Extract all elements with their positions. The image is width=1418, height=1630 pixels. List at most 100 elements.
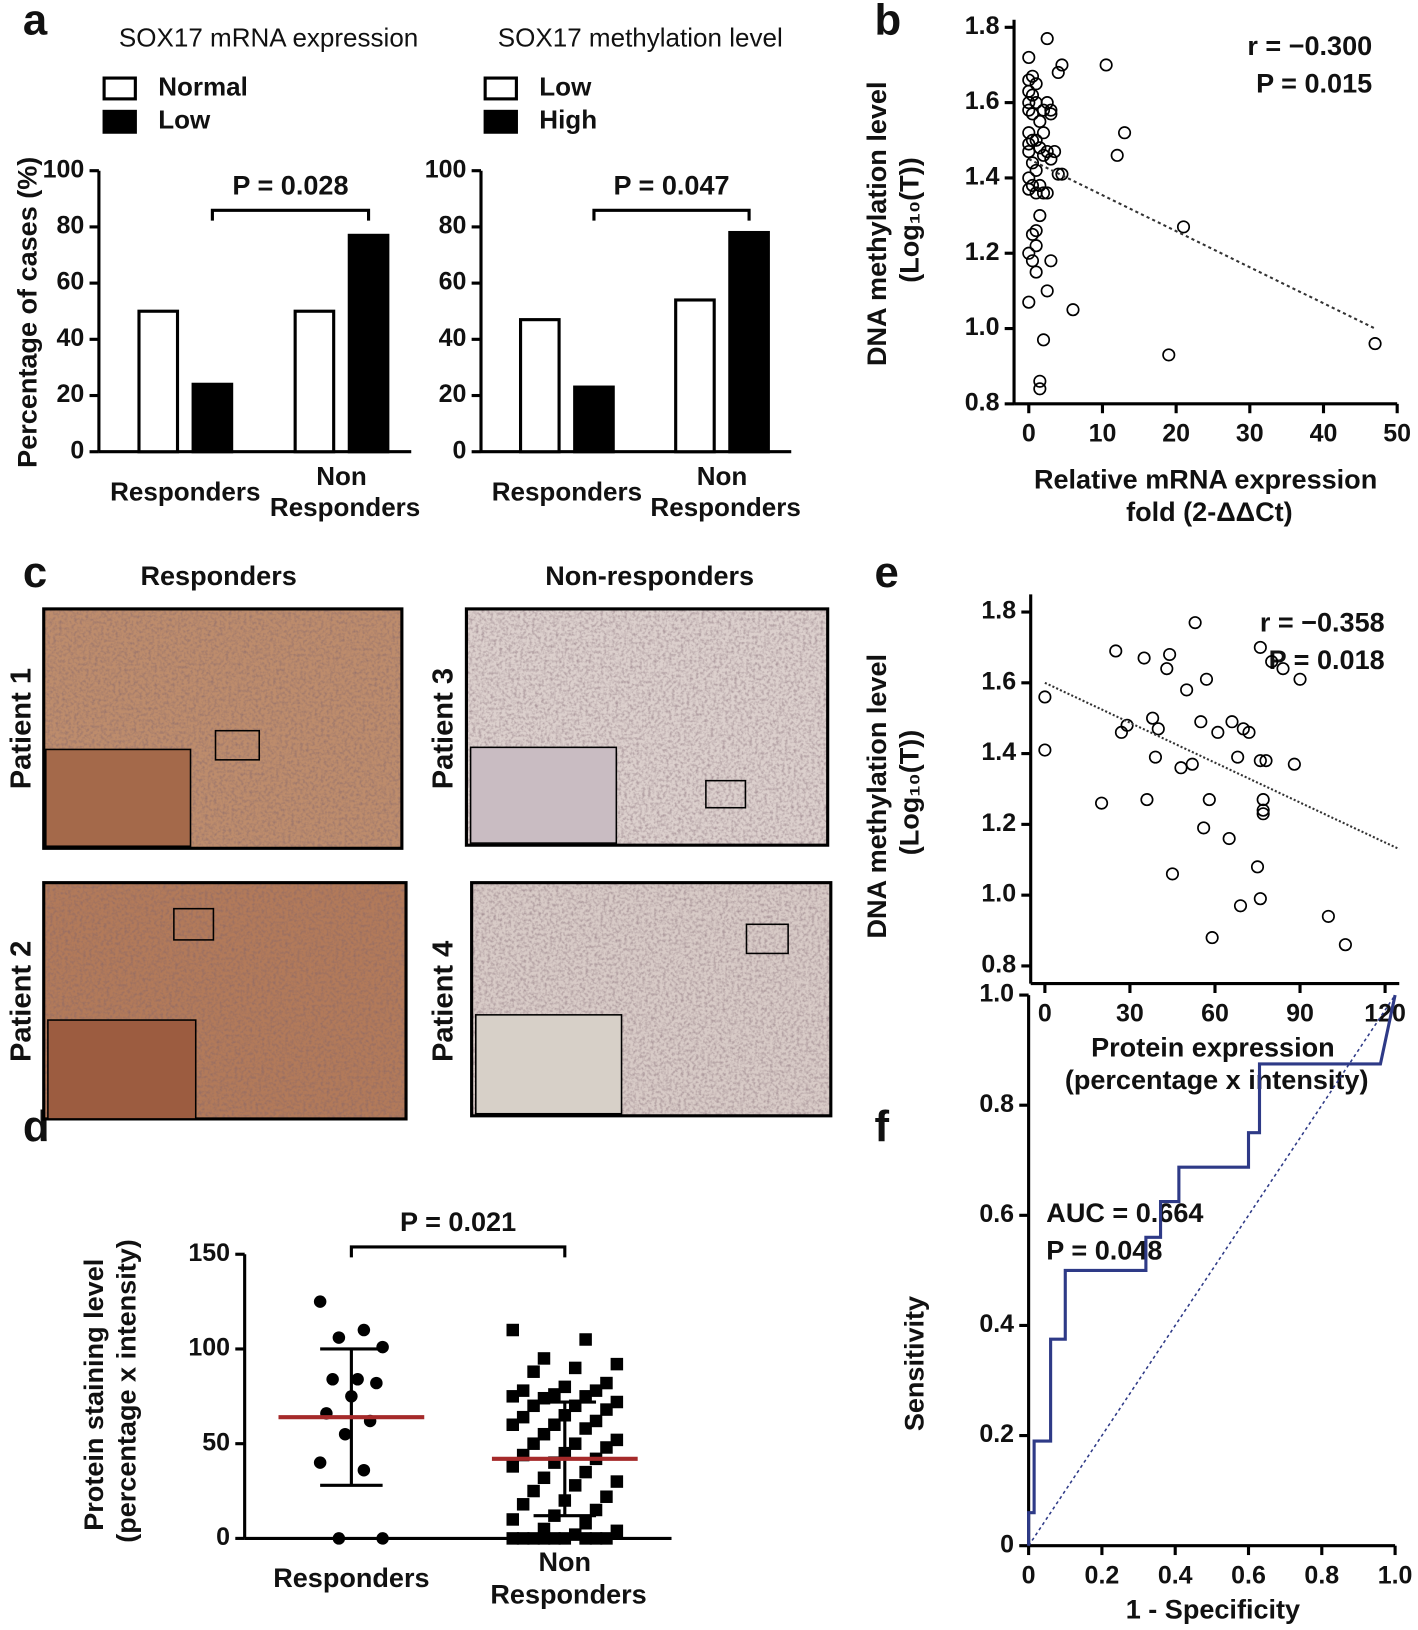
bar [191,382,234,454]
data-point [537,1532,551,1545]
data-point [326,1373,339,1386]
scatter-point [1253,754,1267,768]
annotation: P = 0.015 [1256,68,1372,98]
text-line: Protein expression [1091,1033,1335,1063]
y-tick-label: 1.8 [965,12,1000,40]
trend-line [1028,158,1376,330]
y-tick-label: 0.8 [965,388,1000,416]
annotation: P = 0.021 [400,1207,516,1237]
zoom-inset [47,1019,197,1120]
x-tick-label: 40 [1310,420,1338,448]
scatter-point [1022,145,1036,159]
data-point [589,1414,603,1428]
annotation: P = 0.048 [1046,1235,1162,1265]
scatter-point [1194,715,1208,729]
text-line: Non [697,461,748,491]
scatter-point [1029,224,1043,238]
scatter-point [1321,909,1335,923]
y-tick-label: 100 [425,155,467,183]
legend-label: Normal [158,71,248,101]
scatter-point [1197,821,1211,835]
y-tick-label: 50 [202,1428,230,1456]
scatter-point [1174,761,1188,775]
text-line: fold (2-ΔΔCt) [1119,497,1293,527]
x-tick-label: Responders [110,476,260,506]
scatter-point [1233,899,1248,913]
y-tick-label: 60 [57,268,85,296]
scatter-point [1029,77,1043,91]
annotation: P = 0.047 [613,170,729,200]
scatter-point [1276,662,1290,676]
data-point [506,1418,519,1431]
data-point [313,1456,327,1469]
data-point [568,1528,582,1541]
data-point [610,1357,624,1371]
data-point [548,1388,561,1401]
panel-label: f [875,1102,890,1151]
text-line: Relative mRNA expression [1034,464,1377,494]
scatter-point [1225,715,1239,729]
data-point [506,1323,519,1337]
patient-label: Patient 4 [427,940,459,1062]
data-point [600,1403,613,1416]
data-point [376,1532,389,1545]
y-tick-label: 100 [43,155,85,183]
annotation: P = 0.018 [1269,645,1385,675]
scatter-point [1109,644,1123,658]
data-point [548,1418,561,1431]
scatter-point [1146,711,1160,725]
data-point [537,1471,551,1485]
x-axis-label: 1 - Specificity [1126,1594,1300,1624]
y-tick-label: 150 [188,1239,230,1267]
data-point [516,1498,530,1511]
scatter-point [1256,803,1270,817]
scatter-point [1029,265,1043,279]
trend-line [1044,681,1400,851]
data-point [558,1532,572,1545]
data-point [568,1361,582,1375]
scatter-point [1022,50,1036,64]
scatter-point [1033,178,1047,193]
data-point [376,1340,389,1354]
y-tick-label: 0.6 [979,1200,1014,1228]
text-line: Responders [110,476,260,506]
zoom-region [745,923,789,955]
data-point [516,1410,530,1424]
scatter-point [1051,65,1065,80]
scatter-point [1211,725,1225,739]
data-point [351,1373,364,1386]
reference-line [1027,994,1396,1547]
text-line: Non [539,1547,592,1577]
scatter-point [1036,148,1051,162]
scatter-point [1040,284,1054,298]
scatter-point [1250,860,1265,874]
scatter-point [1188,616,1202,630]
x-tick-label: 90 [1286,999,1314,1027]
scatter-point [1025,133,1040,147]
bar [728,230,770,454]
data-point [338,1427,352,1441]
text-line: DNA methylation level [862,82,892,367]
scatter-point [1025,227,1040,241]
scatter-point [1287,757,1301,771]
bar [518,318,561,454]
scatter-point [1044,103,1058,117]
scatter-point [1242,725,1256,739]
bar [674,298,716,454]
x-tick-label: 50 [1383,420,1411,448]
annotation: r = −0.300 [1247,31,1372,61]
text-line: DNA methylation level [862,654,892,939]
scatter-point [1033,374,1047,388]
data-point [370,1376,383,1390]
data-point [516,1532,530,1545]
data-point [600,1490,613,1503]
scatter-point [1118,126,1132,140]
scatter-point [1160,662,1174,676]
legend-swatch [102,109,137,134]
y-tick-label: 0.2 [979,1420,1014,1448]
scatter-point [1040,186,1054,200]
y-tick-label: 0 [1000,1530,1014,1558]
data-point [589,1384,603,1397]
scatter-point [1140,793,1154,807]
